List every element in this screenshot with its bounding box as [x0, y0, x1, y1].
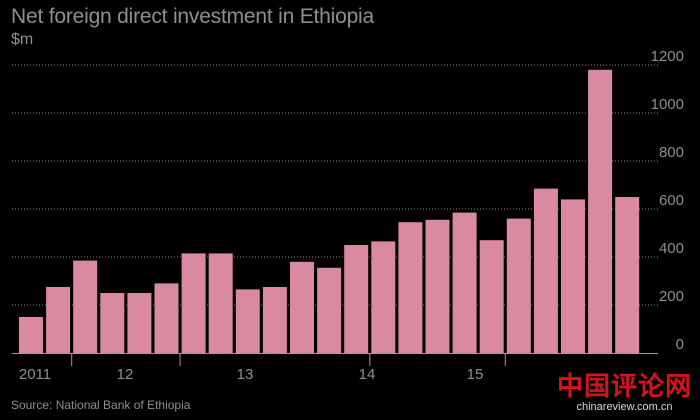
bar: [561, 199, 585, 353]
x-tick-label: 2011: [19, 366, 51, 383]
bar: [452, 212, 477, 353]
bar: [344, 245, 369, 353]
y-tick-label: 200: [659, 288, 684, 305]
bar: [154, 283, 179, 353]
bar: [479, 240, 504, 353]
bar: [100, 293, 125, 353]
y-tick-label: 1000: [651, 96, 684, 113]
x-tick-label: 14: [359, 366, 376, 383]
bar: [588, 69, 613, 354]
watermark-logo: 中国评论网 chinareview.com.cn: [557, 366, 692, 413]
bar: [73, 260, 98, 353]
bar: [425, 219, 450, 353]
y-tick-label: 1200: [651, 48, 684, 65]
bar: [181, 253, 206, 353]
bar: [533, 188, 558, 353]
chart-title: Net foreign direct investment in Ethiopi…: [11, 5, 374, 28]
x-tick-label: 12: [117, 366, 134, 383]
x-tick-label: 15: [467, 366, 484, 383]
bar: [127, 293, 152, 353]
bar: [208, 253, 233, 353]
watermark-main-text: 中国评论网: [556, 372, 692, 402]
y-tick-label: 400: [659, 240, 684, 257]
y-tick-label: 800: [659, 144, 684, 161]
bar: [506, 218, 531, 353]
x-tick-label: 13: [237, 366, 254, 383]
bar: [290, 261, 314, 353]
y-tick-label: 600: [659, 192, 684, 209]
bar: [371, 241, 396, 353]
source-note: Source: National Bank of Ethiopia: [11, 398, 191, 412]
watermark-sub-text: chinareview.com.cn: [576, 401, 673, 413]
bar: [19, 317, 43, 353]
bar: [398, 222, 423, 353]
bar: [235, 289, 260, 353]
bar: [615, 197, 640, 353]
y-tick-label: 0: [676, 336, 684, 353]
bar: [317, 267, 342, 353]
y-axis-unit: $m: [11, 31, 34, 48]
bar: [46, 287, 71, 353]
bar: [262, 287, 287, 353]
